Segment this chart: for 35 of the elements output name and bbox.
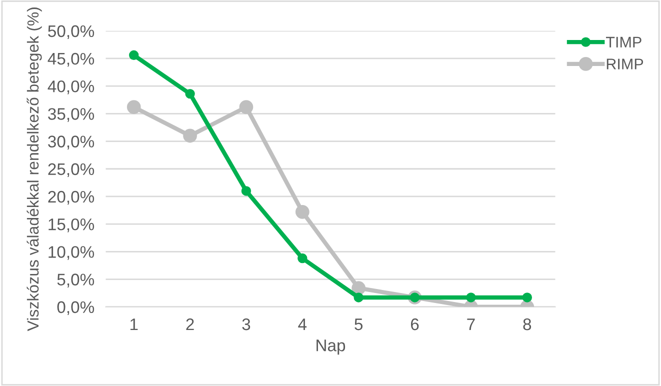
point: [128, 50, 139, 60]
y-tick-label: 5,0%: [57, 274, 94, 288]
y-tick-label: 30,0%: [48, 136, 94, 150]
y-tick-label: 0,0%: [57, 301, 94, 316]
x-tick-label: 5: [354, 318, 363, 330]
y-tick-label: 15,0%: [48, 218, 94, 232]
y-tick-label: 45,0%: [48, 52, 94, 67]
y-tick-label: 25,0%: [48, 163, 94, 178]
y-tick-label: 10,0%: [48, 246, 94, 260]
legend-label: RIMP: [606, 58, 644, 70]
y-tick-label: 50,0%: [48, 25, 94, 40]
point: [466, 292, 476, 302]
point: [352, 281, 366, 296]
point: [126, 100, 141, 114]
x-tick-label: 8: [523, 318, 532, 330]
x-axis-title: Nap: [316, 340, 346, 355]
y-tick-label: 35,0%: [48, 108, 94, 122]
y-tick-label: 40,0%: [48, 80, 94, 94]
point: [183, 128, 197, 143]
legend-label: TIMP: [606, 36, 642, 48]
point: [295, 204, 310, 219]
x-tick-label: 1: [130, 318, 138, 330]
x-tick-label: 7: [467, 318, 475, 330]
x-tick-label: 6: [410, 318, 419, 330]
point: [298, 253, 308, 264]
point: [522, 292, 532, 302]
x-tick-label: 4: [298, 318, 307, 330]
y-axis-title: Viszkózus váladékkal rendelkező betegek (%): [26, 8, 42, 332]
point: [185, 88, 195, 99]
point: [241, 186, 252, 196]
point: [354, 292, 364, 302]
x-tick-label: 2: [186, 318, 194, 330]
x-tick-label: 3: [242, 318, 250, 330]
point: [239, 100, 254, 114]
y-tick-label: 20,0%: [48, 190, 94, 205]
